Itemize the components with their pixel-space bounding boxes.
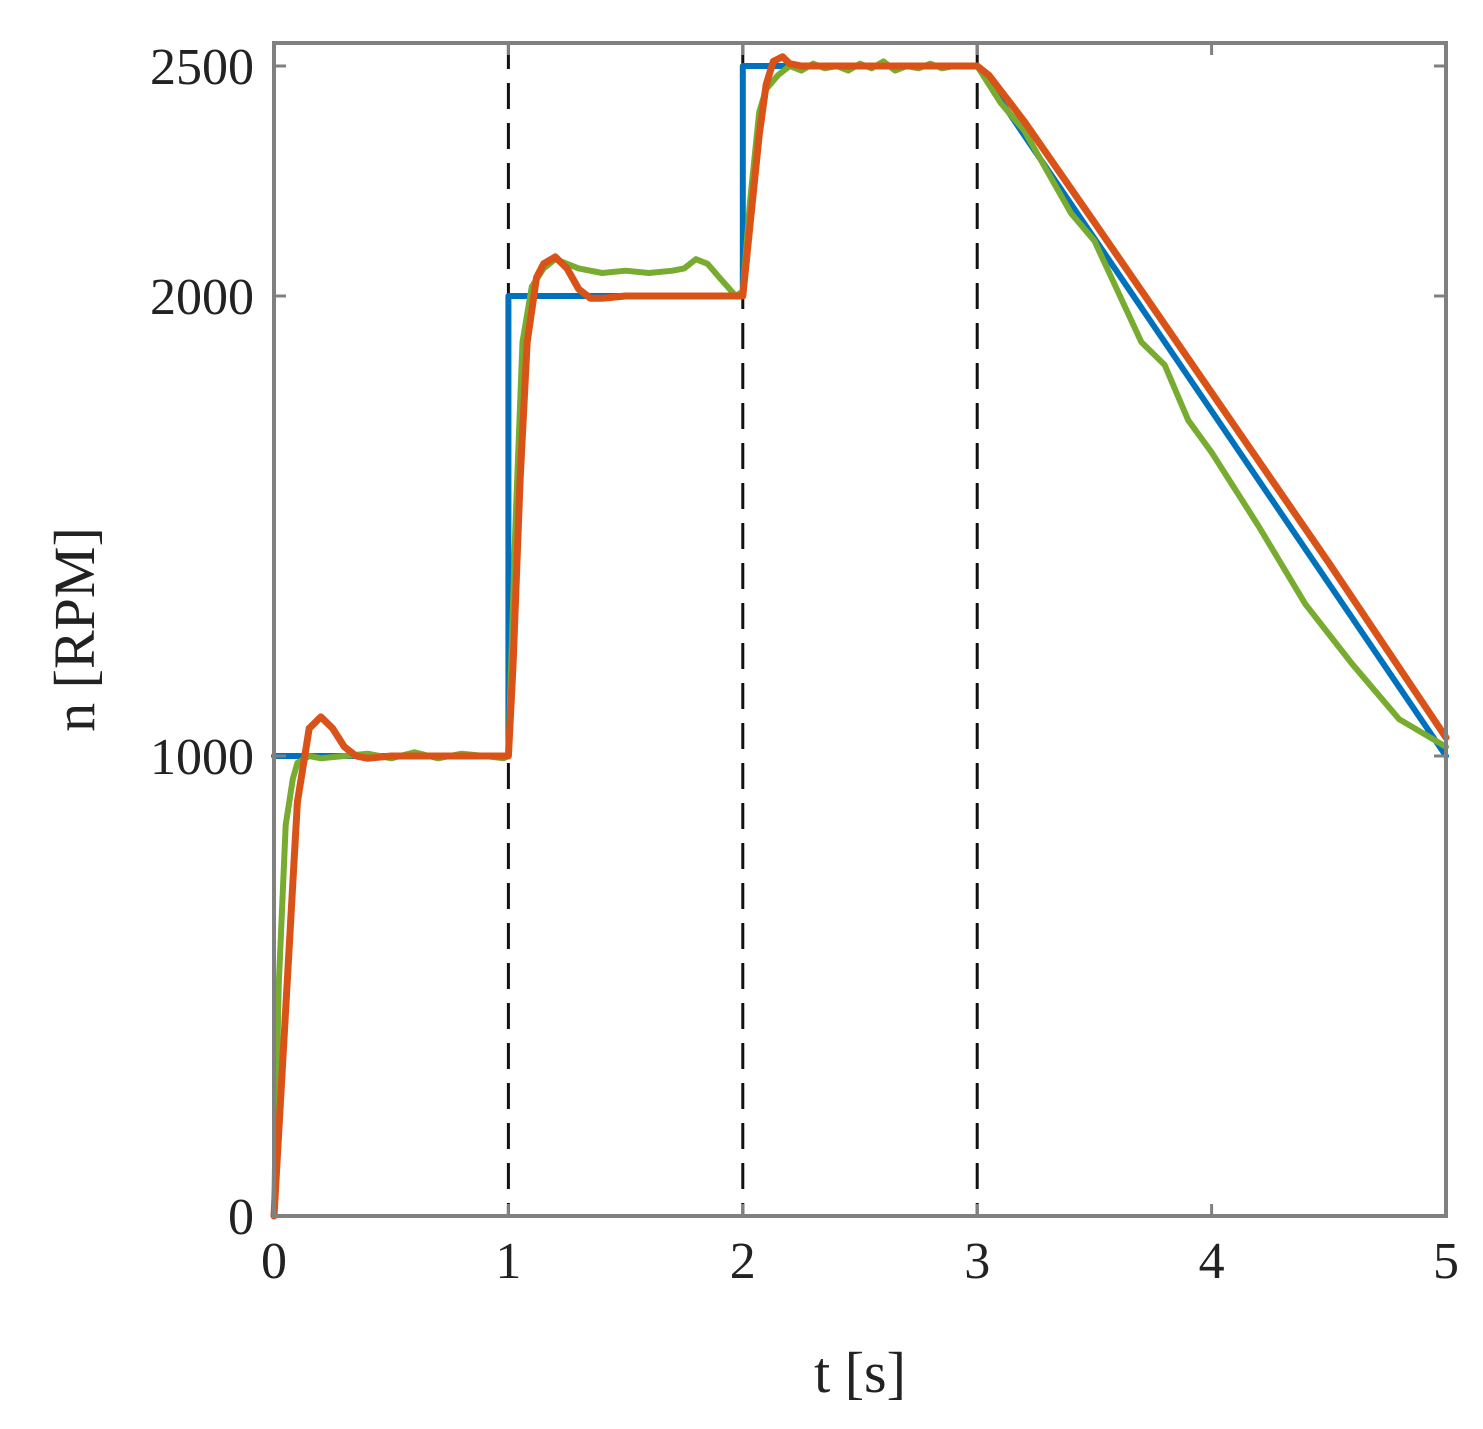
y-tick-label: 2500	[150, 39, 254, 96]
y-tick-label: 1000	[150, 729, 254, 786]
x-tick-labels: 0 1 2 3 4 5	[261, 1233, 1459, 1290]
y-tick-labels: 0 1000 2000 2500	[150, 39, 254, 1246]
plot-frame	[272, 41, 1448, 1218]
axis-ticks	[272, 43, 1448, 1218]
x-tick-label: 2	[730, 1233, 756, 1290]
x-tick-label: 0	[261, 1233, 287, 1290]
y-axis-label: n [RPM]	[42, 527, 107, 732]
series-line-3	[270, 53, 1450, 1220]
x-tick-label: 1	[495, 1233, 521, 1290]
x-axis-label: t [s]	[814, 1340, 906, 1405]
series-group	[270, 53, 1450, 1220]
series-line-2	[271, 58, 1449, 1219]
step-time-markers	[506, 43, 979, 1216]
y-tick-label: 0	[228, 1189, 254, 1246]
x-tick-label: 5	[1433, 1233, 1459, 1290]
x-tick-label: 4	[1199, 1233, 1225, 1290]
series-line-1	[271, 63, 1449, 759]
x-tick-label: 3	[964, 1233, 990, 1290]
y-tick-label: 2000	[150, 269, 254, 326]
